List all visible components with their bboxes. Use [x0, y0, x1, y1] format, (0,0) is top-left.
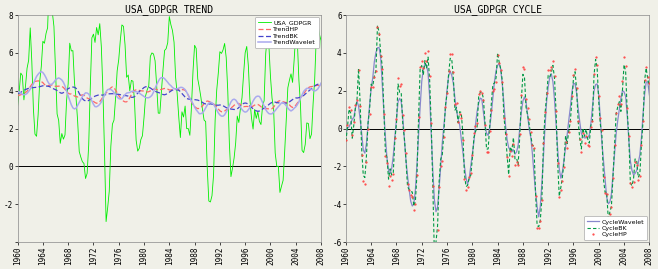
- CycleBK: [650, 112, 658, 115]
- Line: TrendWavelet: TrendWavelet: [18, 72, 326, 116]
- TrendBK: [26, 86, 34, 90]
- TrendBK: [279, 101, 287, 104]
- CycleWavelet: [650, 116, 658, 119]
- TrendHP: [322, 81, 330, 84]
- CycleHP: [342, 138, 350, 141]
- CycleHP: [374, 25, 382, 28]
- Title: USA_GDPGR TREND: USA_GDPGR TREND: [125, 4, 213, 15]
- TrendWavelet: [322, 75, 330, 79]
- USA_GDPGR: [26, 26, 34, 30]
- USA_GDPGR: [102, 220, 110, 223]
- TrendWavelet: [26, 87, 34, 91]
- CycleWavelet: [429, 169, 437, 172]
- TrendHP: [281, 101, 289, 104]
- Line: CycleBK: CycleBK: [346, 25, 654, 256]
- CycleHP: [634, 179, 642, 182]
- Line: CycleHP: CycleHP: [345, 26, 655, 258]
- CycleWavelet: [375, 46, 383, 49]
- TrendHP: [26, 85, 34, 88]
- CycleWavelet: [535, 215, 543, 218]
- Legend: USA_GDPGR, TrendHP, TrendBK, TrendWavelet: USA_GDPGR, TrendHP, TrendBK, TrendWavele…: [255, 17, 319, 48]
- TrendWavelet: [219, 115, 227, 118]
- CycleWavelet: [551, 98, 559, 101]
- TrendBK: [219, 104, 227, 107]
- CycleWavelet: [634, 161, 642, 165]
- TrendBK: [186, 98, 194, 101]
- CycleHP: [517, 93, 525, 97]
- TrendWavelet: [188, 99, 195, 102]
- Line: TrendHP: TrendHP: [18, 81, 326, 112]
- CycleHP: [551, 75, 559, 78]
- TrendHP: [306, 85, 314, 89]
- USA_GDPGR: [189, 69, 197, 73]
- TrendBK: [14, 92, 22, 95]
- TrendWavelet: [281, 102, 289, 105]
- USA_GDPGR: [306, 137, 314, 140]
- CycleWavelet: [609, 173, 617, 176]
- TrendWavelet: [101, 93, 109, 97]
- TrendWavelet: [222, 111, 230, 114]
- CycleBK: [517, 99, 525, 102]
- Line: USA_GDPGR: USA_GDPGR: [18, 0, 326, 222]
- CycleBK: [430, 254, 438, 257]
- USA_GDPGR: [222, 56, 230, 59]
- CycleHP: [429, 184, 437, 187]
- TrendBK: [322, 81, 330, 84]
- CycleWavelet: [355, 104, 363, 108]
- TrendWavelet: [14, 90, 22, 93]
- CycleBK: [429, 184, 437, 187]
- TrendBK: [320, 81, 328, 84]
- CycleHP: [355, 68, 363, 72]
- TrendBK: [254, 110, 262, 113]
- USA_GDPGR: [14, 105, 22, 108]
- USA_GDPGR: [322, 66, 330, 69]
- TrendWavelet: [306, 87, 314, 91]
- CycleBK: [355, 67, 363, 70]
- CycleBK: [634, 176, 642, 179]
- Line: CycleWavelet: CycleWavelet: [346, 48, 654, 217]
- CycleBK: [342, 140, 350, 143]
- CycleHP: [609, 176, 617, 179]
- TrendHP: [219, 110, 227, 113]
- TrendHP: [188, 100, 195, 103]
- TrendHP: [101, 93, 109, 96]
- CycleBK: [551, 77, 559, 80]
- TrendHP: [222, 108, 230, 111]
- CycleBK: [374, 24, 382, 27]
- USA_GDPGR: [101, 150, 109, 153]
- CycleBK: [609, 175, 617, 178]
- TrendHP: [14, 94, 22, 97]
- TrendHP: [34, 79, 42, 83]
- USA_GDPGR: [281, 150, 289, 153]
- Legend: CycleWavelet, CycleBK, CycleHP: CycleWavelet, CycleBK, CycleHP: [584, 216, 647, 240]
- Line: TrendBK: TrendBK: [18, 83, 326, 111]
- TrendWavelet: [38, 70, 45, 73]
- CycleHP: [430, 256, 438, 259]
- TrendBK: [305, 90, 313, 93]
- Title: USA_GDPGR CYCLE: USA_GDPGR CYCLE: [453, 4, 542, 15]
- TrendBK: [99, 94, 107, 97]
- CycleHP: [650, 112, 658, 115]
- CycleWavelet: [516, 127, 524, 130]
- CycleWavelet: [342, 133, 350, 136]
